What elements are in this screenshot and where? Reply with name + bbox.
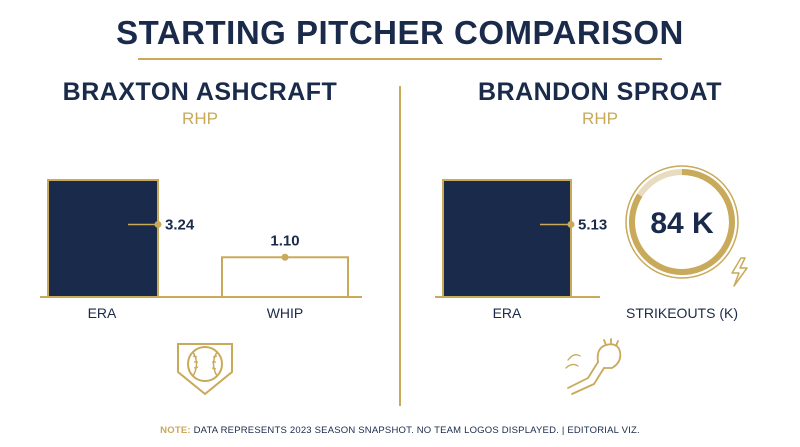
player-2-position: RHP: [582, 109, 618, 128]
gauge-value-label: 84 K: [650, 207, 714, 240]
marker-dot-era-ashcraft: [154, 220, 162, 228]
center-divider: [399, 86, 401, 406]
footer-note: NOTE: DATA REPRESENTS 2023 SEASON SNAPSH…: [0, 425, 800, 436]
baseball-home-plate-icon: [177, 343, 233, 396]
category-label-era-sproat: ERA: [493, 305, 522, 321]
bar-era-sproat: [442, 179, 572, 298]
player-1-name: BRAXTON ASHCRAFT: [62, 78, 338, 106]
marker-dot-era-sproat: [567, 220, 575, 228]
value-label-whip-ashcraft: 1.10: [270, 232, 299, 249]
marker-dot-whip-ashcraft: [281, 253, 289, 261]
footer-note-text: DATA REPRESENTS 2023 SEASON SNAPSHOT. NO…: [190, 425, 640, 436]
bar-era-ashcraft: [47, 179, 159, 298]
chart-title: STARTING PITCHER COMPARISON: [116, 14, 684, 51]
bar-whip-ashcraft: [221, 256, 349, 298]
gauge-progress-arc: [629, 169, 735, 275]
title-underline: [138, 58, 662, 60]
pitching-arm-glove-icon: [565, 338, 622, 395]
category-label-whip-ashcraft: WHIP: [267, 305, 304, 321]
value-label-era-ashcraft: 3.24: [165, 216, 195, 233]
player-2-name: BRANDON SPROAT: [477, 78, 723, 106]
value-label-era-sproat: 5.13: [578, 216, 607, 233]
category-label-era-ashcraft: ERA: [88, 305, 117, 321]
footer-note-label: NOTE:: [160, 425, 191, 436]
lightning-bolt-icon: [731, 257, 748, 287]
gauge-outer-ring: [625, 165, 739, 279]
player-1-position: RHP: [182, 109, 218, 128]
category-label-strikeouts: STRIKEOUTS (K): [626, 305, 738, 321]
